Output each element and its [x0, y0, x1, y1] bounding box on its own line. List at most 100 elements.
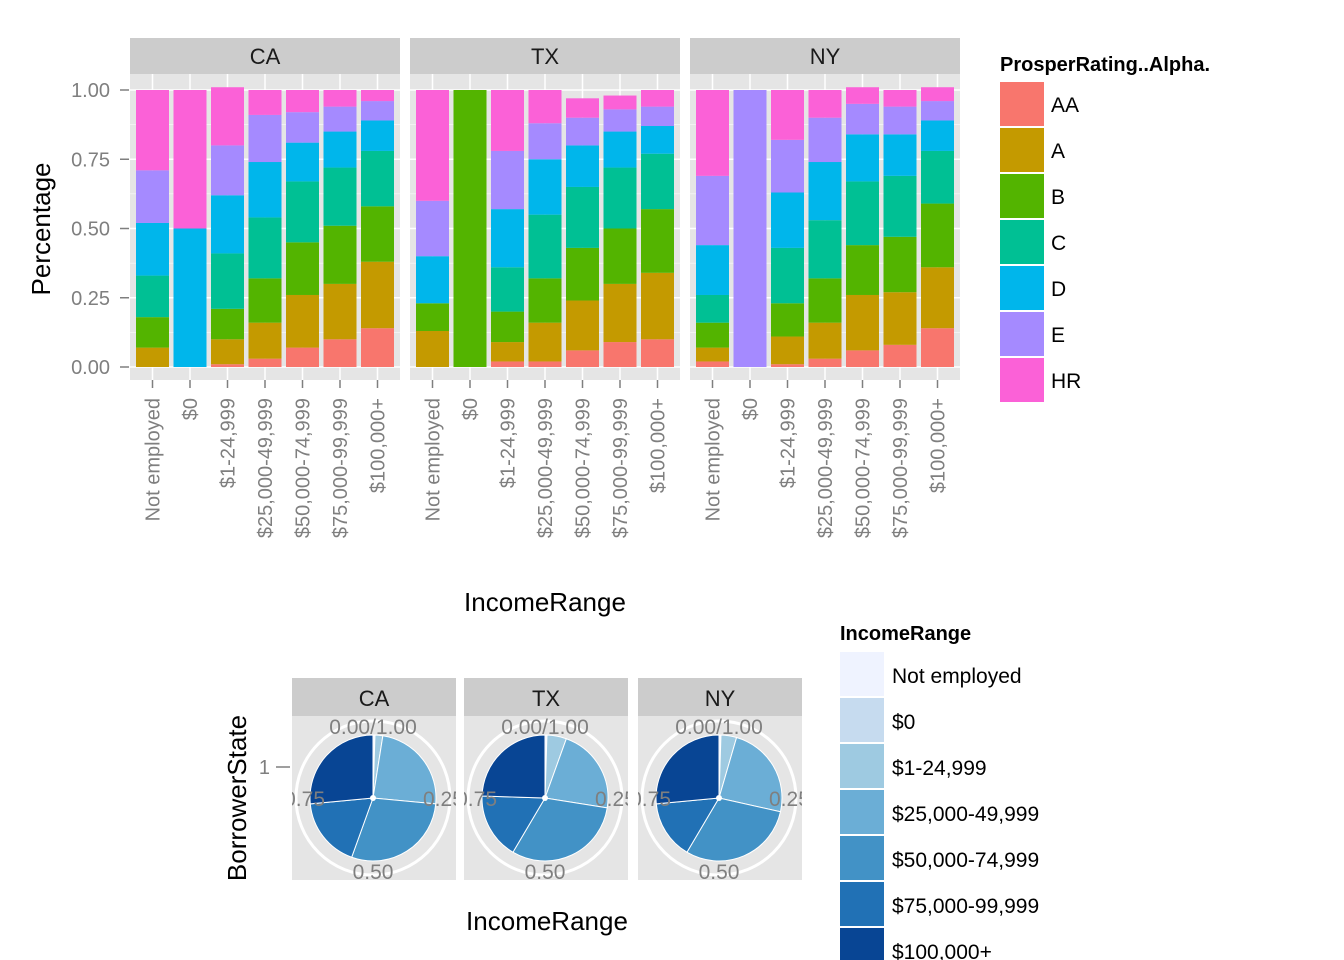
legend-key: [1000, 82, 1044, 126]
bar-segment: [733, 90, 767, 367]
pie-slice: [544, 738, 609, 809]
bar-segment: [846, 245, 879, 295]
bar-segment: [641, 209, 674, 273]
legend-key: [840, 836, 884, 880]
pie-center: [370, 795, 376, 801]
bar-segment: [641, 90, 674, 107]
bar-segment: [491, 361, 524, 367]
x-tick-label: $1-24,999: [498, 398, 520, 488]
bar-segment: [136, 222, 169, 276]
legend-key: [840, 928, 884, 960]
bar-segment: [603, 109, 637, 132]
legend-label: A: [1051, 140, 1065, 163]
bar-segment: [641, 126, 674, 154]
bar-segment: [846, 134, 879, 182]
y-tick-label: 1: [259, 757, 270, 779]
bar-segment: [528, 159, 562, 215]
x-tick-label: $100,000+: [928, 398, 950, 493]
polar-gridline: [294, 719, 452, 877]
bar-segment: [921, 87, 954, 102]
legend-title: IncomeRange: [840, 623, 971, 645]
bar-segment: [323, 131, 357, 168]
bar-segment: [286, 142, 319, 182]
legend-key: [1000, 312, 1044, 356]
bar-segment: [211, 253, 244, 309]
bar-segment: [921, 328, 954, 367]
bar-segment: [211, 364, 244, 367]
legend-key: [1000, 266, 1044, 310]
bar-segment: [323, 339, 357, 367]
pie-slice: [481, 734, 546, 799]
bar-segment: [491, 342, 524, 362]
bar-segment: [883, 175, 917, 237]
bar-segment: [491, 311, 524, 343]
x-axis-title: IncomeRange: [464, 587, 626, 617]
bar-segment: [528, 123, 562, 160]
bar-segment: [846, 350, 879, 367]
bar-segment: [528, 322, 562, 362]
bar-segment: [566, 117, 599, 146]
pie-slice: [718, 736, 783, 813]
x-tick-label: $0: [740, 398, 762, 420]
bar-segment: [136, 170, 169, 223]
bar-segment: [696, 347, 729, 362]
angle-label: 0.25: [769, 788, 810, 811]
bar-segment: [846, 87, 879, 104]
bar-segment: [696, 90, 729, 176]
bar-segment: [808, 90, 842, 118]
bar-segment: [286, 347, 319, 367]
bar-segment: [696, 361, 729, 367]
bar-segment: [566, 300, 599, 351]
bar-segment: [921, 101, 954, 121]
legend-key: [1000, 128, 1044, 172]
bar-segment: [603, 342, 637, 367]
angle-label: 0.50: [353, 861, 394, 884]
legend-key: [840, 744, 884, 788]
bar-segment: [921, 150, 954, 204]
bar-segment: [453, 90, 487, 367]
pie-y-axis-title: BorrowerState: [222, 715, 252, 881]
x-tick-label: $1-24,999: [218, 398, 240, 488]
legend-key: [840, 652, 884, 696]
bar-segment: [248, 278, 282, 323]
bar-segment: [416, 303, 449, 331]
bar-segment: [808, 117, 842, 163]
bar-segment: [808, 358, 842, 367]
x-tick-label: $50,000-74,999: [293, 398, 315, 538]
x-tick-label: Not employed: [143, 398, 165, 521]
pie-facet-label-ca: CA: [359, 686, 390, 711]
bar-segment: [808, 322, 842, 359]
bar-segment: [248, 114, 282, 163]
bar-segment: [603, 283, 637, 343]
bar-segment: [211, 195, 244, 254]
bar-segment: [603, 131, 637, 168]
pie-facet-label-ny: NY: [705, 686, 736, 711]
angle-label: 0.50: [699, 861, 740, 884]
bar-segment: [286, 90, 319, 113]
pie-slice: [481, 795, 546, 853]
legend-label: $75,000-99,999: [892, 895, 1039, 918]
bar-segment: [883, 344, 917, 367]
bar-segment: [361, 328, 394, 367]
bar-segment: [491, 150, 524, 210]
bar-segment: [361, 261, 394, 329]
bar-segment: [696, 322, 729, 348]
legend-key: [840, 882, 884, 926]
x-tick-label: $50,000-74,999: [573, 398, 595, 538]
legend-key: [840, 790, 884, 834]
bar-segment: [491, 90, 524, 151]
angle-label: 0.75: [456, 788, 497, 811]
bar-segment: [136, 90, 169, 171]
facet-strip: [292, 678, 456, 716]
bar-segment: [566, 186, 599, 248]
legend-label: Not employed: [892, 665, 1022, 688]
legend-label: $25,000-49,999: [892, 803, 1039, 826]
x-tick-label: $50,000-74,999: [853, 398, 875, 538]
x-tick-label: Not employed: [703, 398, 725, 521]
y-axis-title: Percentage: [26, 163, 56, 296]
bar-segment: [846, 103, 879, 135]
x-tick-label: Not employed: [423, 398, 445, 521]
pie-slice: [372, 735, 437, 805]
bar-segment: [883, 236, 917, 293]
pie-slice: [309, 734, 374, 805]
